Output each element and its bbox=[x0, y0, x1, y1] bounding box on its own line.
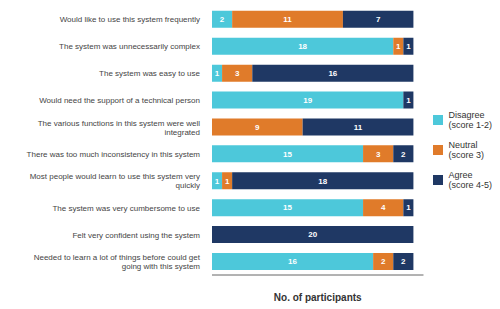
svg-text:11: 11 bbox=[354, 123, 363, 132]
svg-text:1: 1 bbox=[225, 177, 230, 186]
svg-text:Needed to learn a lot of thing: Needed to learn a lot of things before c… bbox=[34, 253, 201, 271]
svg-text:1: 1 bbox=[406, 42, 411, 51]
svg-text:2: 2 bbox=[401, 257, 406, 266]
svg-text:1: 1 bbox=[406, 203, 411, 212]
svg-text:No. of participants: No. of participants bbox=[274, 292, 362, 303]
svg-text:3: 3 bbox=[235, 69, 240, 78]
svg-text:2: 2 bbox=[381, 257, 386, 266]
svg-text:Would need the support of a te: Would need the support of a technical pe… bbox=[39, 96, 200, 105]
svg-text:Felt very confident using the: Felt very confident using the system bbox=[72, 231, 200, 240]
svg-text:18: 18 bbox=[298, 42, 307, 51]
svg-text:1: 1 bbox=[406, 96, 411, 105]
html-text:Agree (score 4-5): Agree (score 4-5) bbox=[448, 169, 492, 190]
svg-text:9: 9 bbox=[255, 123, 260, 132]
svg-text:2: 2 bbox=[220, 15, 225, 24]
svg-text:11: 11 bbox=[283, 15, 292, 24]
svg-text:1: 1 bbox=[215, 177, 220, 186]
svg-text:The system was very cumbersome: The system was very cumbersome to use bbox=[52, 204, 200, 213]
svg-text:The various functions in this: The various functions in this system wer… bbox=[38, 119, 201, 137]
svg-text:The system was unnecessarily c: The system was unnecessarily complex bbox=[59, 42, 200, 51]
svg-text:2: 2 bbox=[401, 150, 406, 159]
svg-text:15: 15 bbox=[283, 150, 292, 159]
svg-text:19: 19 bbox=[303, 96, 312, 105]
svg-text:Most people would learn to use: Most people would learn to use this syst… bbox=[30, 172, 200, 190]
svg-text:Would like to use this system: Would like to use this system frequently bbox=[60, 15, 200, 24]
svg-text:7: 7 bbox=[376, 15, 381, 24]
svg-text:The system was easy to use: The system was easy to use bbox=[99, 69, 200, 78]
svg-text:1: 1 bbox=[215, 69, 220, 78]
svg-text:1: 1 bbox=[396, 42, 401, 51]
svg-text:16: 16 bbox=[328, 69, 337, 78]
svg-text:There was too much inconsisten: There was too much inconsistency in this… bbox=[27, 150, 201, 159]
svg-text:15: 15 bbox=[283, 203, 292, 212]
html-text:Neutral (score 3): Neutral (score 3) bbox=[448, 139, 484, 160]
svg-text:4: 4 bbox=[381, 203, 386, 212]
svg-text:18: 18 bbox=[318, 177, 327, 186]
svg-text:16: 16 bbox=[288, 257, 297, 266]
html-text:Disagree (score 1-2): Disagree (score 1-2) bbox=[448, 109, 492, 130]
svg-text:3: 3 bbox=[376, 150, 381, 159]
svg-text:20: 20 bbox=[308, 230, 317, 239]
